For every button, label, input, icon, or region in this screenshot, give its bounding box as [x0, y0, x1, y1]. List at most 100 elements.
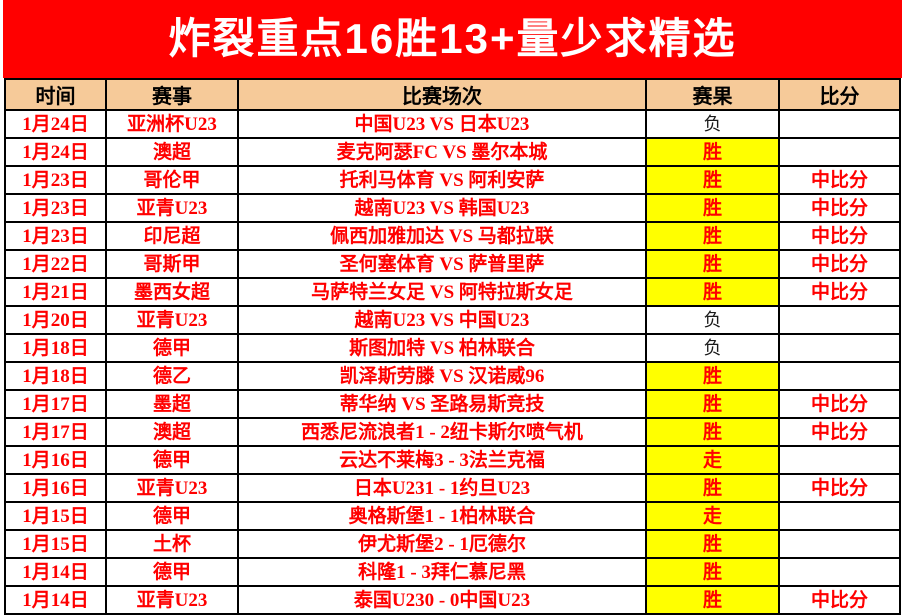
score-cell: [778, 445, 901, 475]
date-cell: 1月23日: [4, 221, 107, 251]
league-cell: 亚青U23: [105, 193, 239, 223]
title-banner: 炸裂重点16胜13+量少求精选: [3, 0, 902, 78]
league-cell: 亚洲杯U23: [105, 109, 239, 139]
result-cell: 负: [645, 109, 780, 139]
match-cell: 云达不莱梅3 - 3法兰克福: [237, 445, 647, 475]
date-cell: 1月16日: [4, 473, 107, 503]
result-cell: 胜: [645, 529, 780, 559]
result-cell: 胜: [645, 389, 780, 419]
table-row: 1月14日 亚青U23 泰国U230 - 0中国U23 胜中比分: [4, 585, 901, 615]
match-cell: 科隆1 - 3拜仁慕尼黑: [237, 557, 647, 587]
score-cell: 中比分: [778, 221, 901, 251]
league-cell: 亚青U23: [105, 305, 239, 335]
result-cell: 胜: [645, 361, 780, 391]
header-row: 时间 赛事 比赛场次 赛果 比分: [4, 78, 901, 111]
col-header-score: 比分: [778, 78, 901, 111]
score-cell: 中比分: [778, 417, 901, 447]
league-cell: 德甲: [105, 501, 239, 531]
match-cell: 伊尤斯堡2 - 1厄德尔: [237, 529, 647, 559]
table-row: 1月14日 德甲 科隆1 - 3拜仁慕尼黑胜: [4, 557, 901, 587]
match-cell: 越南U23 VS 韩国U23: [237, 193, 647, 223]
table-row: 1月23日 哥伦甲 托利马体育 VS 阿利安萨胜中比分: [4, 165, 901, 195]
table-row: 1月22日 哥斯甲 圣何塞体育 VS 萨普里萨胜中比分: [4, 249, 901, 279]
date-cell: 1月14日: [4, 585, 107, 615]
col-header-time: 时间: [4, 78, 107, 111]
result-cell: 胜: [645, 221, 780, 251]
score-cell: 中比分: [778, 473, 901, 503]
results-table: 时间 赛事 比赛场次 赛果 比分 1月24日 亚洲杯U23 中国U23 VS 日本U…: [4, 78, 901, 615]
league-cell: 德甲: [105, 445, 239, 475]
match-cell: 佩西加雅加达 VS 马都拉联: [237, 221, 647, 251]
result-cell: 胜: [645, 417, 780, 447]
result-cell: 负: [645, 305, 780, 335]
match-cell: 越南U23 VS 中国U23: [237, 305, 647, 335]
score-cell: [778, 501, 901, 531]
score-cell: [778, 361, 901, 391]
match-cell: 马萨特兰女足 VS 阿特拉斯女足: [237, 277, 647, 307]
score-cell: [778, 305, 901, 335]
result-cell: 胜: [645, 137, 780, 167]
match-cell: 奥格斯堡1 - 1柏林联合: [237, 501, 647, 531]
score-cell: 中比分: [778, 165, 901, 195]
table-row: 1月18日 德乙 凯泽斯劳滕 VS 汉诺威96 胜: [4, 361, 901, 391]
date-cell: 1月18日: [4, 361, 107, 391]
table-row: 1月24日 澳超 麦克阿瑟FC VS 墨尔本城胜: [4, 137, 901, 167]
table-row: 1月21日 墨西女超 马萨特兰女足 VS 阿特拉斯女足胜中比分: [4, 277, 901, 307]
date-cell: 1月18日: [4, 333, 107, 363]
table-row: 1月23日 印尼超 佩西加雅加达 VS 马都拉联胜中比分: [4, 221, 901, 251]
league-cell: 德乙: [105, 361, 239, 391]
score-cell: 中比分: [778, 277, 901, 307]
date-cell: 1月23日: [4, 193, 107, 223]
match-cell: 凯泽斯劳滕 VS 汉诺威96: [237, 361, 647, 391]
date-cell: 1月15日: [4, 529, 107, 559]
date-cell: 1月14日: [4, 557, 107, 587]
score-cell: [778, 529, 901, 559]
score-cell: [778, 109, 901, 139]
table-row: 1月17日 澳超 西悉尼流浪者1 - 2纽卡斯尔喷气机胜中比分: [4, 417, 901, 447]
date-cell: 1月23日: [4, 165, 107, 195]
table-row: 1月15日 德甲 奥格斯堡1 - 1柏林联合走: [4, 501, 901, 531]
col-header-result: 赛果: [645, 78, 780, 111]
table-row: 1月24日 亚洲杯U23 中国U23 VS 日本U23 负: [4, 109, 901, 139]
date-cell: 1月15日: [4, 501, 107, 531]
date-cell: 1月21日: [4, 277, 107, 307]
score-cell: 中比分: [778, 249, 901, 279]
league-cell: 哥斯甲: [105, 249, 239, 279]
match-cell: 西悉尼流浪者1 - 2纽卡斯尔喷气机: [237, 417, 647, 447]
league-cell: 德甲: [105, 333, 239, 363]
result-cell: 胜: [645, 277, 780, 307]
league-cell: 德甲: [105, 557, 239, 587]
table-row: 1月16日 亚青U23 日本U231 - 1约旦U23 胜中比分: [4, 473, 901, 503]
league-cell: 亚青U23: [105, 585, 239, 615]
league-cell: 澳超: [105, 137, 239, 167]
match-cell: 日本U231 - 1约旦U23: [237, 473, 647, 503]
table-row: 1月20日 亚青U23 越南U23 VS 中国U23 负: [4, 305, 901, 335]
match-cell: 麦克阿瑟FC VS 墨尔本城: [237, 137, 647, 167]
date-cell: 1月24日: [4, 137, 107, 167]
date-cell: 1月17日: [4, 417, 107, 447]
score-cell: [778, 333, 901, 363]
col-header-league: 赛事: [105, 78, 239, 111]
match-cell: 泰国U230 - 0中国U23: [237, 585, 647, 615]
match-cell: 圣何塞体育 VS 萨普里萨: [237, 249, 647, 279]
league-cell: 土杯: [105, 529, 239, 559]
league-cell: 澳超: [105, 417, 239, 447]
date-cell: 1月16日: [4, 445, 107, 475]
result-cell: 胜: [645, 193, 780, 223]
league-cell: 印尼超: [105, 221, 239, 251]
score-cell: [778, 557, 901, 587]
result-cell: 走: [645, 501, 780, 531]
result-cell: 胜: [645, 165, 780, 195]
table-row: 1月15日 土杯 伊尤斯堡2 - 1厄德尔胜: [4, 529, 901, 559]
date-cell: 1月17日: [4, 389, 107, 419]
date-cell: 1月20日: [4, 305, 107, 335]
result-cell: 胜: [645, 585, 780, 615]
result-cell: 胜: [645, 249, 780, 279]
page: 炸裂重点16胜13+量少求精选 时间 赛事 比赛场次 赛果 比分 1月24日 亚洲…: [3, 0, 902, 615]
page-title: 炸裂重点16胜13+量少求精选: [168, 15, 737, 62]
table-row: 1月17日 墨超 蒂华纳 VS 圣路易斯竞技胜中比分: [4, 389, 901, 419]
score-cell: 中比分: [778, 585, 901, 615]
match-cell: 斯图加特 VS 柏林联合: [237, 333, 647, 363]
score-cell: 中比分: [778, 193, 901, 223]
match-cell: 中国U23 VS 日本U23: [237, 109, 647, 139]
